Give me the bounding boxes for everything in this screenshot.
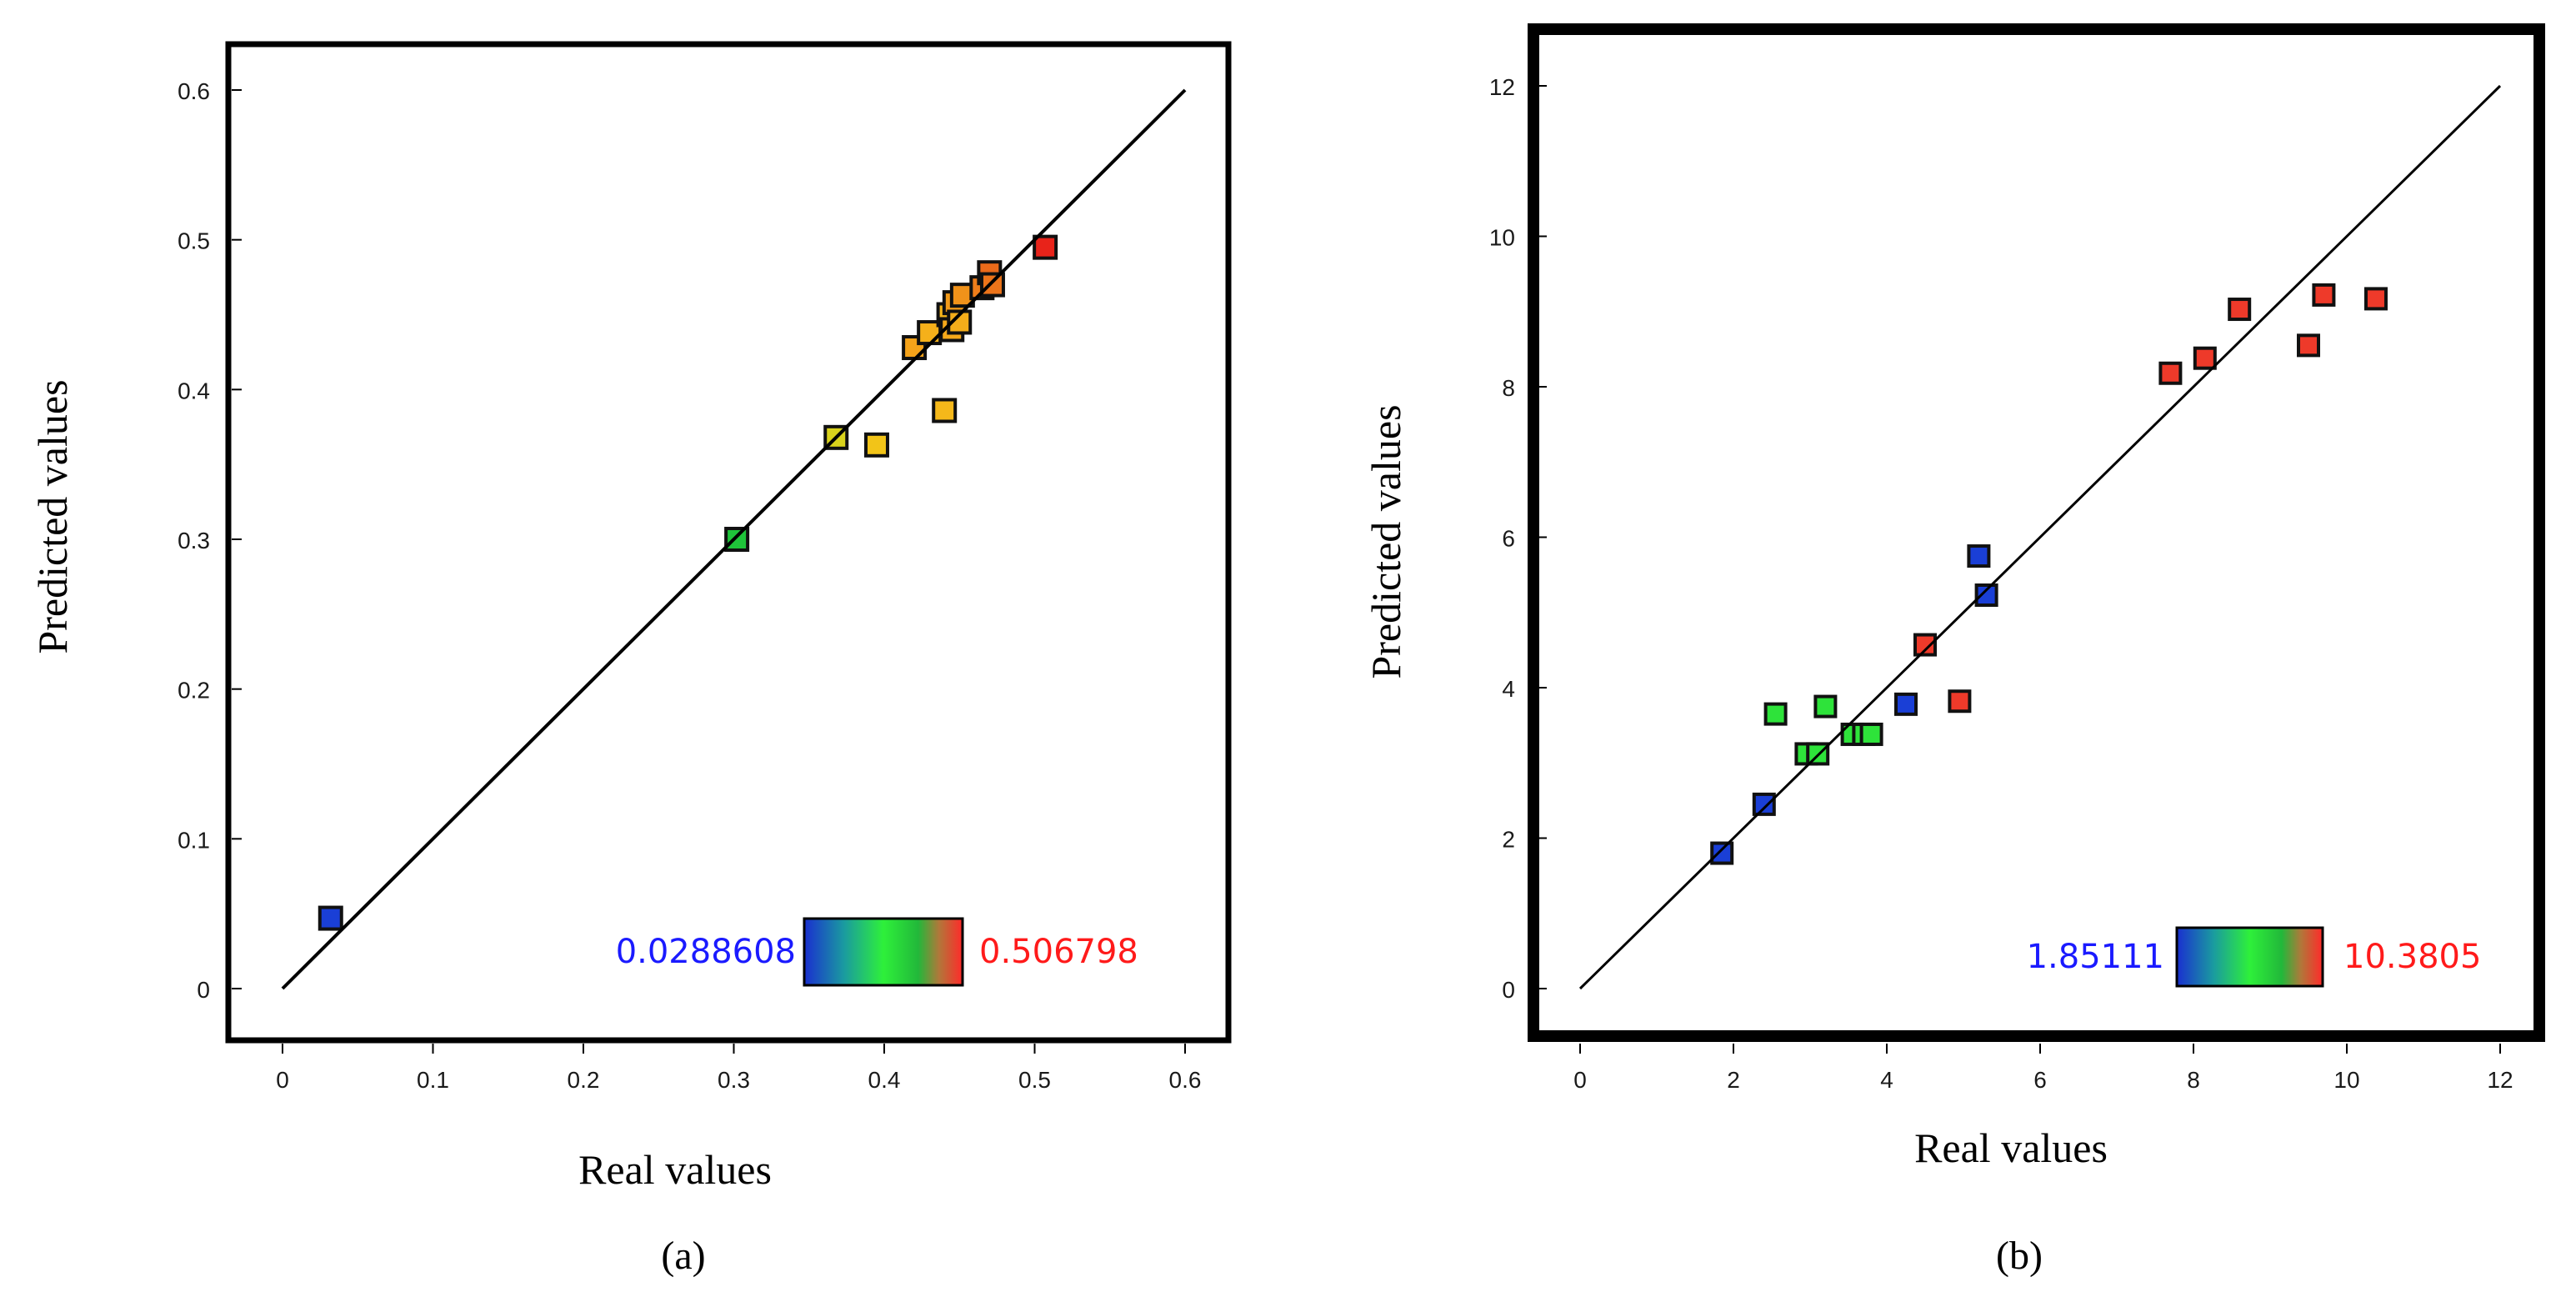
data-point (2228, 298, 2252, 322)
x-tick-label: 0.2 (568, 1067, 600, 1093)
data-points-a (318, 234, 1058, 931)
y-tick-label: 0 (197, 977, 210, 1003)
legend-max-label-b: 10.3805 (2343, 938, 2481, 976)
y-tick-label: 6 (1502, 526, 1515, 552)
x-tick-labels-b: 0 2 4 6 8 10 12 (1573, 1044, 2513, 1093)
y-tick-label: 12 (1489, 74, 1515, 100)
y-tick-label: 4 (1502, 676, 1515, 702)
data-point (1948, 689, 1972, 714)
x-tick-label: 0.3 (718, 1067, 750, 1093)
x-tick-label: 8 (2187, 1067, 2200, 1093)
y-tick-label: 2 (1502, 827, 1515, 853)
x-tick-label: 12 (2487, 1067, 2513, 1093)
legend-max-label-a: 0.506798 (979, 933, 1138, 971)
data-point (2193, 346, 2217, 370)
data-point (2158, 361, 2183, 385)
x-tick-label: 0.1 (417, 1067, 449, 1093)
y-tick-labels-a: 0 0.1 0.2 0.3 0.4 0.5 0.6 (178, 78, 242, 1003)
data-point (1763, 702, 1788, 726)
x-tick-label: 0.4 (868, 1067, 901, 1093)
x-tick-label: 4 (1880, 1067, 1893, 1093)
x-tick-label: 6 (2033, 1067, 2047, 1093)
panel-label-b: (b) (1996, 1234, 2043, 1278)
y-tick-label: 0.3 (178, 528, 210, 553)
panel-label-a: (a) (661, 1234, 705, 1278)
data-point (2363, 287, 2388, 311)
x-tick-label: 0.6 (1169, 1067, 1202, 1093)
data-point (932, 398, 958, 423)
y-tick-label: 0.4 (178, 378, 210, 403)
x-tick-label: 0 (1573, 1067, 1587, 1093)
data-point (1967, 544, 1991, 568)
x-axis-title-b: Real values (1914, 1124, 2108, 1171)
color-legend-bar-a (803, 917, 964, 987)
reference-line-b (1578, 84, 2502, 990)
data-points-b (1710, 283, 2388, 865)
y-tick-label: 0.2 (178, 678, 210, 704)
legend-min-label-b: 1.85111 (2027, 938, 2164, 976)
y-axis-title-a: Predicted values (29, 379, 76, 654)
y-tick-label: 0 (1502, 977, 1515, 1003)
x-tick-labels-a: 0 0.1 0.2 0.3 0.4 0.5 0.6 (276, 1044, 1201, 1093)
x-tick-label: 10 (2333, 1067, 2359, 1093)
data-point (1752, 792, 1776, 816)
reference-line-a (281, 88, 1187, 990)
data-point (2312, 283, 2336, 307)
y-tick-label: 0.6 (178, 78, 210, 104)
data-point (1710, 841, 1734, 865)
data-point (863, 432, 889, 458)
data-point (979, 272, 1005, 298)
y-tick-label: 10 (1489, 225, 1515, 251)
panel-a: 0 0.1 0.2 0.3 0.4 0.5 0.6 00.10.20.30.40.50.6 … (29, 41, 1232, 1278)
data-point (1894, 692, 1918, 716)
y-tick-label: 0.5 (178, 228, 210, 254)
data-point (724, 527, 750, 552)
x-tick-label: 0.5 (1018, 1067, 1051, 1093)
data-point (1033, 234, 1058, 260)
legend-min-label-a: 0.0288608 (616, 933, 796, 971)
x-axis-title-a: Real values (578, 1146, 772, 1193)
data-point (1859, 722, 1883, 746)
data-point (1813, 694, 1838, 719)
x-tick-label: 2 (1727, 1067, 1740, 1093)
data-point (2297, 333, 2320, 358)
panel-b: 0 2 4 6 8 10 12 0 2 4 6 8 10 12 1.85111 10.3805 Real… (1363, 23, 2545, 1278)
x-tick-label: 0 (276, 1067, 289, 1093)
y-tick-labels-b: 0 2 4 6 8 10 12 (1489, 74, 1547, 1003)
y-tick-label: 8 (1502, 375, 1515, 401)
y-tick-label: 0.1 (178, 827, 210, 853)
color-legend-bar-b (2175, 926, 2324, 988)
data-point (318, 905, 343, 931)
y-axis-title-b: Predicted values (1363, 404, 1409, 679)
